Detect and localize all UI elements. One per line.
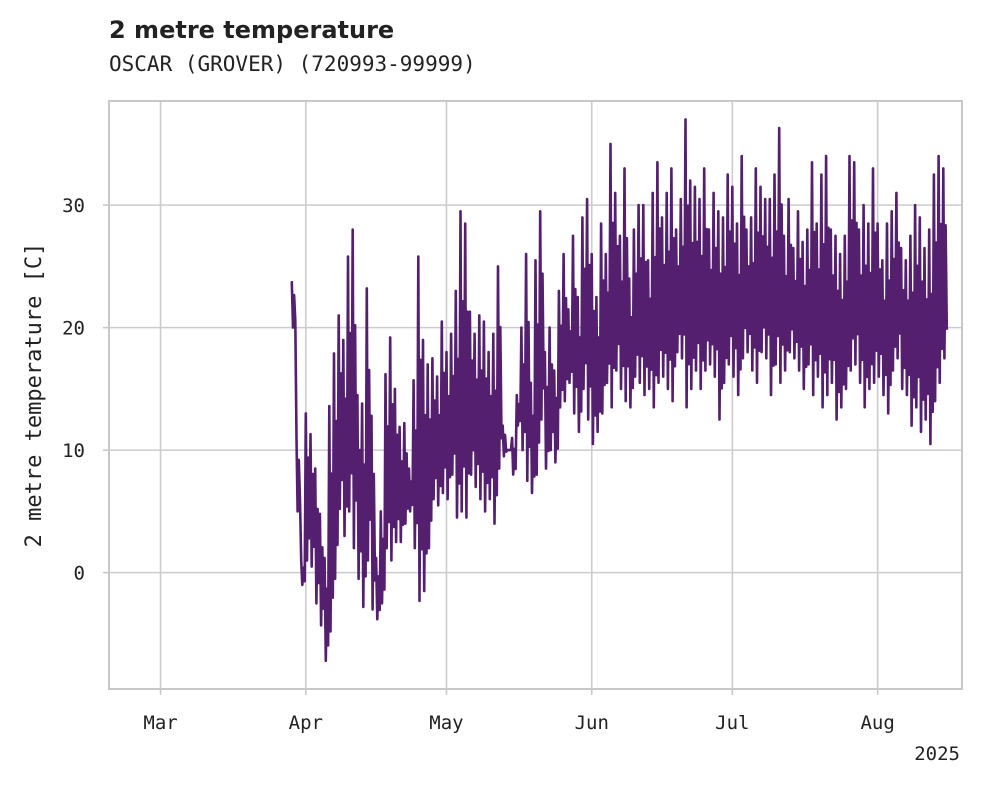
series-layer	[290, 118, 949, 663]
x-tick-label: Jul	[715, 712, 749, 734]
y-tick-label: 10	[62, 440, 85, 462]
x-tick-label: Apr	[289, 712, 323, 734]
y-axis-label: 2 metre temperature [C]	[22, 243, 47, 548]
plot-frame	[108, 100, 963, 690]
y-tick-label: 20	[62, 318, 85, 340]
x-axis: Mar Apr May Jun Jul Aug	[143, 689, 895, 734]
y-tick-label: 30	[62, 195, 85, 217]
y-axis: 0 10 20 30	[62, 195, 109, 585]
x-tick-label: Aug	[860, 712, 894, 734]
x-year-label: 2025	[914, 743, 960, 765]
x-tick-label: Mar	[143, 712, 177, 734]
chart-subtitle: OSCAR (GROVER) (720993-99999)	[109, 52, 476, 76]
chart-title: 2 metre temperature	[109, 16, 395, 44]
y-tick-label: 0	[74, 563, 85, 585]
x-tick-label: Jun	[575, 712, 609, 734]
x-tick-label: May	[429, 712, 463, 734]
temperature-series-line	[290, 118, 949, 663]
